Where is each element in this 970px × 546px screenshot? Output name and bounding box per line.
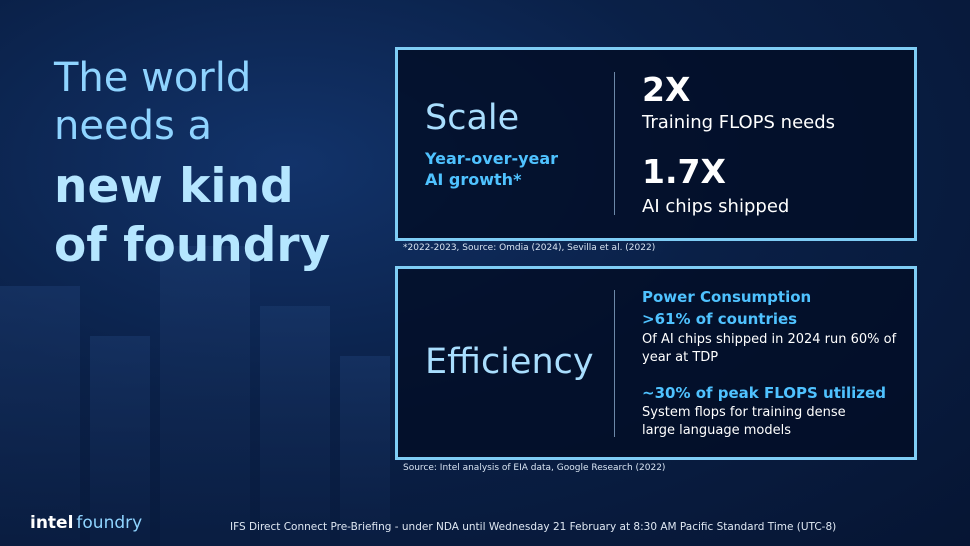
item-text: Of AI chips shipped in 2024 run 60% of y… — [642, 332, 897, 365]
item-stat: >61% of countries — [642, 310, 798, 328]
building — [260, 306, 330, 546]
panel-title: Scale — [425, 98, 520, 138]
logo-intel: intel — [30, 513, 74, 533]
building — [340, 356, 390, 546]
stat-value: 2X — [642, 70, 691, 109]
divider — [614, 72, 615, 215]
stat-value: 1.7X — [642, 152, 726, 191]
stat-label: Training FLOPS needs — [642, 112, 836, 133]
headline-line: The world — [54, 55, 252, 101]
panel-title: Efficiency — [425, 342, 594, 382]
building — [90, 336, 150, 546]
footnote: *2022-2023, Source: Omdia (2024), Sevill… — [403, 243, 656, 253]
logo: intel foundry — [30, 513, 142, 533]
item-text: System flops for training dense large la… — [642, 405, 846, 438]
item-heading: Power Consumption — [642, 288, 812, 306]
headline-line: of foundry — [54, 218, 331, 273]
source: Source: Intel analysis of EIA data, Goog… — [403, 463, 666, 473]
scale-panel — [395, 47, 917, 241]
panel-subtitle: Year-over-year AI growth* — [425, 149, 559, 189]
efficiency-panel — [395, 266, 917, 460]
logo-foundry: foundry — [76, 513, 143, 533]
headline-line: new kind — [54, 159, 294, 214]
item-stat: ~30% of peak FLOPS utilized — [642, 384, 886, 402]
stat-label: AI chips shipped — [642, 196, 790, 217]
building — [0, 286, 80, 546]
headline-line: needs a — [54, 103, 213, 149]
building — [160, 246, 250, 546]
divider — [614, 290, 615, 437]
footer-note: IFS Direct Connect Pre-Briefing - under … — [230, 521, 837, 533]
